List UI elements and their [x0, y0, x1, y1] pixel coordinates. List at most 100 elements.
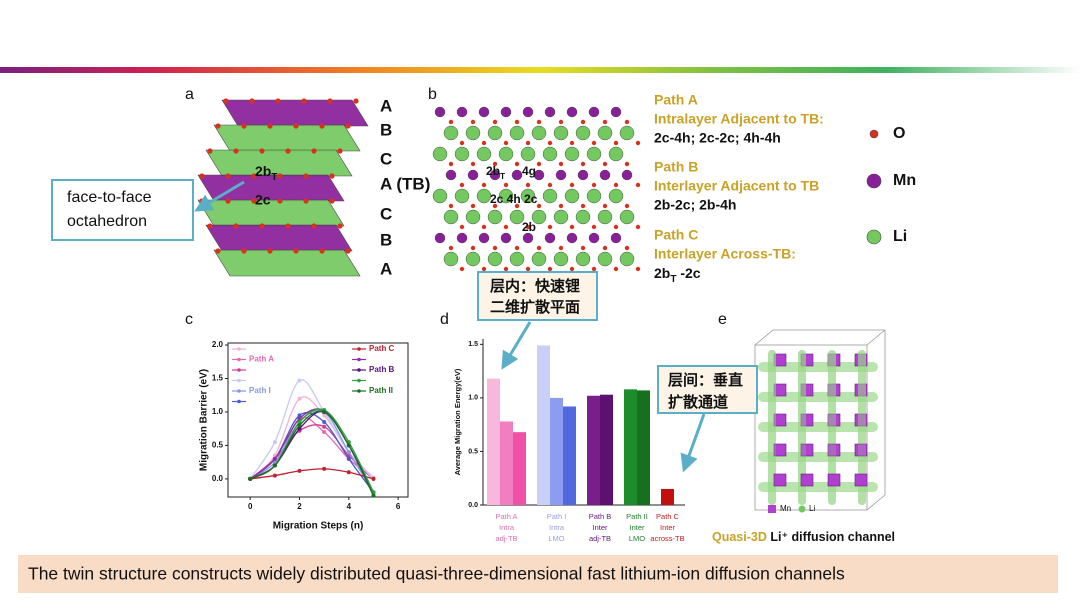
- atom: [492, 245, 498, 251]
- path-sites: 2b-2c; 2b-4h: [654, 197, 736, 213]
- atom: [514, 203, 520, 209]
- atom: [544, 106, 556, 118]
- atom: [311, 223, 317, 229]
- atom: [199, 198, 205, 204]
- atom: [624, 119, 630, 125]
- octahedron-layer: [197, 174, 345, 202]
- atom: [337, 223, 343, 229]
- atom: [487, 125, 503, 141]
- stacking-label: C: [380, 204, 392, 223]
- atom: [575, 125, 591, 141]
- atom: [591, 224, 597, 230]
- atom: [619, 209, 635, 225]
- atom: [566, 232, 578, 244]
- atom: [602, 161, 608, 167]
- mn-cube: [827, 443, 841, 457]
- callout-text: 扩散通道: [668, 393, 728, 411]
- atom: [311, 148, 317, 154]
- x-axis-label: Migration Steps (n): [273, 521, 364, 532]
- atom: [621, 169, 633, 181]
- path-sites-sub: T: [670, 274, 676, 285]
- legend-label: Path I: [249, 386, 271, 395]
- legend-marker: [357, 378, 361, 383]
- atom: [267, 123, 273, 129]
- legend-label: Path C: [369, 344, 395, 353]
- atom: [602, 119, 608, 125]
- panel-label: d: [440, 311, 449, 328]
- li-channel: [858, 350, 866, 505]
- site-label: 2c 4h 2c: [490, 192, 538, 206]
- atom: [241, 248, 247, 254]
- data-point: [297, 416, 302, 421]
- atom: [476, 146, 492, 162]
- atom: [259, 148, 265, 154]
- atom: [225, 173, 231, 179]
- series-line: [250, 468, 374, 480]
- atom: [547, 140, 553, 146]
- callout-arrow: [194, 180, 245, 212]
- atom: [531, 209, 547, 225]
- legend-label: Mn: [780, 504, 791, 513]
- atom: [329, 173, 335, 179]
- x-tick-label: Inter: [629, 523, 645, 532]
- atom: [478, 106, 490, 118]
- atom: [481, 224, 487, 230]
- atom: [624, 203, 630, 209]
- atom: [448, 245, 454, 251]
- atom: [319, 248, 325, 254]
- atom: [467, 169, 479, 181]
- atom: [345, 248, 351, 254]
- octahedron-layer: [197, 199, 345, 227]
- atom: [434, 106, 446, 118]
- li-channel: [758, 482, 878, 492]
- data-point: [297, 413, 302, 418]
- path-desc: Interlayer Adjacent to TB: [654, 178, 819, 194]
- atom: [569, 140, 575, 146]
- callout-text: face-to-face: [67, 189, 152, 206]
- atom: [553, 251, 569, 267]
- atom: [470, 161, 476, 167]
- atom: [610, 106, 622, 118]
- atom: [580, 245, 586, 251]
- y-tick-label: 2.0: [212, 340, 224, 349]
- legend-label: Path II: [369, 386, 393, 395]
- bar: [513, 432, 526, 505]
- atom: [277, 173, 283, 179]
- atom: [241, 123, 247, 129]
- path-desc: Interlayer Across-TB:: [654, 246, 796, 262]
- atom: [476, 188, 492, 204]
- bar: [487, 378, 500, 505]
- callout-arrow: [680, 413, 706, 473]
- atom: [509, 251, 525, 267]
- atom: [233, 148, 239, 154]
- atom: [547, 266, 553, 272]
- element-label: O: [893, 125, 905, 142]
- stacking-label: A (TB): [380, 174, 430, 193]
- atom: [432, 188, 448, 204]
- mn-cube: [854, 473, 868, 487]
- y-tick-label: 1.0: [212, 407, 224, 416]
- legend-marker: [237, 357, 241, 362]
- bar: [500, 421, 513, 505]
- y-axis-label: Migration Barrier (eV): [199, 369, 210, 471]
- site-label-main: 2b: [486, 164, 500, 178]
- data-point: [297, 468, 302, 473]
- series-line: [249, 409, 375, 493]
- atom: [465, 125, 481, 141]
- atom: [533, 169, 545, 181]
- x-tick-label: Path I: [547, 512, 567, 521]
- atom: [448, 203, 454, 209]
- legend-swatch: [798, 505, 806, 513]
- structure-b: [432, 106, 641, 272]
- atom: [564, 188, 580, 204]
- site-label: 2bT: [486, 164, 506, 181]
- panel-label: c: [185, 311, 193, 328]
- x-tick-label: adj-TB: [589, 534, 611, 543]
- atom: [301, 98, 307, 104]
- atom: [445, 169, 457, 181]
- atom: [522, 232, 534, 244]
- atom: [558, 245, 564, 251]
- li-channel: [798, 350, 806, 505]
- bar: [550, 397, 563, 505]
- atom: [525, 266, 531, 272]
